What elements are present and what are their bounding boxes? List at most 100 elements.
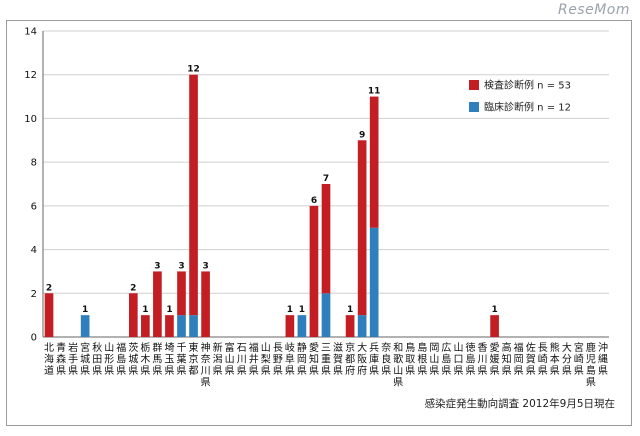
x-tick-label: 県 <box>381 365 391 377</box>
x-tick-label: 県 <box>550 365 560 377</box>
x-tick-label: 佐 <box>526 342 536 354</box>
y-tick-label: 12 <box>24 70 37 81</box>
x-tick-label: 県 <box>321 365 331 377</box>
bar-lab <box>345 315 355 337</box>
x-tick-label: 良 <box>381 353 391 366</box>
data-label: 1 <box>491 305 497 315</box>
x-tick-label: 県 <box>502 365 512 377</box>
bar-lab <box>153 271 162 337</box>
x-axis-labels: 北海道青森県岩手県宮城県秋田県山形県福島県茨城県栃木県群馬県埼玉県千葉県東京都神… <box>44 341 608 389</box>
x-tick-label: 川 <box>201 366 211 377</box>
x-tick-label: 県 <box>453 365 463 377</box>
x-tick-label: 広 <box>441 341 451 354</box>
x-tick-label: 県 <box>478 365 488 377</box>
x-tick-label: 県 <box>490 365 500 377</box>
x-tick-label: 山 <box>453 342 463 354</box>
x-tick-label: 県 <box>104 365 114 377</box>
data-label: 9 <box>359 130 365 140</box>
x-tick-label: 岡 <box>429 342 439 354</box>
x-tick-label: 県 <box>140 365 150 377</box>
bar-lab <box>165 315 174 337</box>
bar-clinical <box>189 315 198 337</box>
x-tick-label: 城 <box>128 354 138 366</box>
x-tick-label: 県 <box>92 365 102 377</box>
x-tick-label: 県 <box>273 365 283 377</box>
y-tick-label: 8 <box>31 158 37 169</box>
data-label: 1 <box>142 305 148 315</box>
x-tick-label: 井 <box>249 353 259 366</box>
data-label: 11 <box>368 87 381 97</box>
y-tick-label: 0 <box>31 333 37 344</box>
x-tick-label: 庫 <box>369 353 379 366</box>
x-tick-label: 縄 <box>598 353 608 366</box>
x-tick-label: 長 <box>538 342 548 354</box>
data-label: 12 <box>187 65 200 75</box>
bar-clinical <box>369 227 379 337</box>
x-tick-label: 潟 <box>213 353 223 366</box>
x-tick-label: 山 <box>225 354 235 366</box>
x-tick-label: 島 <box>586 364 596 377</box>
x-tick-label: 賀 <box>333 354 343 366</box>
data-label: 2 <box>130 283 136 293</box>
x-tick-label: 知 <box>502 353 512 366</box>
source-note: 感染症発生動向調査 2012年9月5日現在 <box>424 398 615 410</box>
bar-lab <box>201 271 210 337</box>
x-tick-label: 馬 <box>152 354 162 366</box>
bar-clinical <box>177 315 186 337</box>
bar-lab <box>321 184 331 294</box>
x-tick-label: 沖 <box>598 341 608 354</box>
data-label: 3 <box>202 261 208 271</box>
x-tick-label: 山 <box>261 342 271 354</box>
x-tick-label: 栃 <box>140 341 150 354</box>
x-tick-label: 香 <box>478 342 488 354</box>
x-tick-label: 県 <box>68 365 78 377</box>
x-tick-label: 奈 <box>201 353 211 366</box>
x-tick-label: 群 <box>152 341 162 354</box>
x-tick-label: 川 <box>237 355 247 366</box>
x-tick-label: 知 <box>309 353 319 366</box>
x-tick-label: 三 <box>321 343 331 354</box>
bars <box>44 74 499 337</box>
x-tick-label: 児 <box>586 354 596 366</box>
x-tick-label: 城 <box>80 354 90 366</box>
x-tick-label: 宮 <box>80 341 90 354</box>
data-label: 6 <box>311 196 317 206</box>
data-label: 2 <box>46 283 52 293</box>
y-tick-label: 2 <box>31 289 37 300</box>
x-tick-label: 岡 <box>514 354 524 366</box>
x-tick-label: 岐 <box>285 341 295 354</box>
x-tick-label: 阜 <box>285 353 295 366</box>
bar-lab <box>128 293 138 337</box>
x-tick-label: 県 <box>213 365 223 377</box>
bar-lab <box>357 140 367 316</box>
legend-swatch-clinical <box>469 102 479 112</box>
x-tick-label: 静 <box>297 341 307 354</box>
legend-swatch-lab <box>469 80 479 90</box>
x-tick-label: 森 <box>56 353 66 366</box>
x-tick-label: 府 <box>357 364 367 377</box>
x-tick-label: 取 <box>405 354 415 366</box>
x-tick-label: 県 <box>116 365 126 377</box>
x-tick-label: 京 <box>345 341 355 354</box>
x-tick-label: 県 <box>429 365 439 377</box>
x-tick-label: 崎 <box>574 353 584 366</box>
x-tick-label: 県 <box>598 365 608 377</box>
x-tick-label: 崎 <box>538 353 548 366</box>
x-tick-label: 手 <box>68 353 78 366</box>
x-tick-label: 県 <box>164 365 174 377</box>
x-tick-label: 兵 <box>369 341 379 354</box>
y-tick-label: 4 <box>31 245 37 256</box>
x-tick-label: 分 <box>562 354 572 366</box>
x-tick-label: 京 <box>189 353 199 366</box>
x-tick-label: 口 <box>453 355 463 366</box>
x-tick-label: 県 <box>201 377 211 389</box>
x-tick-label: 府 <box>345 364 355 377</box>
x-tick-label: 島 <box>466 353 476 366</box>
x-tick-label: 富 <box>225 341 235 354</box>
x-tick-label: 本 <box>550 353 560 366</box>
x-tick-label: 歌 <box>393 353 403 366</box>
x-tick-label: 茨 <box>128 341 138 354</box>
bar-lab <box>189 74 198 316</box>
